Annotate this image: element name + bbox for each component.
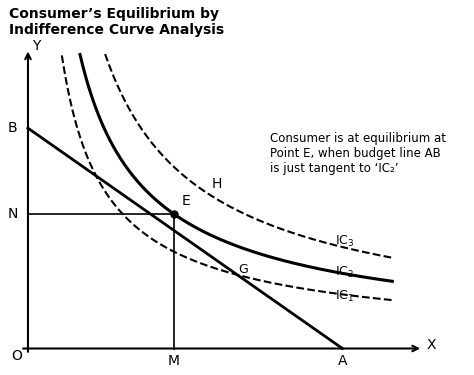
Text: Consumer is at equilibrium at
Point E, when budget line AB
is just tangent to ‘I: Consumer is at equilibrium at Point E, w… (270, 132, 447, 176)
Text: IC$_3$: IC$_3$ (335, 234, 354, 249)
Text: Y: Y (32, 39, 40, 53)
Text: H: H (212, 177, 222, 191)
Text: X: X (427, 339, 436, 352)
Text: B: B (8, 121, 18, 135)
Text: IC$_1$: IC$_1$ (335, 290, 354, 304)
Text: G: G (238, 263, 247, 276)
Text: N: N (8, 207, 18, 221)
Text: A: A (337, 354, 347, 368)
Text: M: M (168, 354, 180, 368)
Text: E: E (182, 194, 190, 208)
Text: O: O (11, 349, 22, 363)
Text: IC$_2$: IC$_2$ (335, 264, 354, 279)
Text: Consumer’s Equilibrium by
Indifference Curve Analysis: Consumer’s Equilibrium by Indifference C… (9, 7, 224, 37)
